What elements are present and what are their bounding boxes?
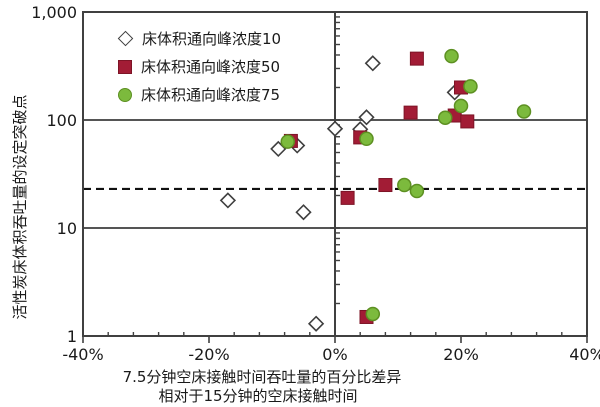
x-axis-title-line1: 7.5分钟空床接触时间吞吐量的百分比差异 [123,368,402,386]
data-point-diamond [295,204,312,221]
x-tick-neg20: -20% [188,345,229,364]
data-point-circle [516,104,532,119]
grid-layer [82,11,588,343]
legend-item-concentration-50: 床体积通向峰浓度50 [118,56,281,77]
data-point-circle [280,134,295,149]
x-tick-0: 0% [322,345,347,364]
filled-circle-marker-icon [118,87,132,102]
data-point-circle [444,48,459,64]
y-tick-1: 1 [67,327,77,346]
legend: 床体积通向峰浓度10 床体积通向峰浓度50 床体积通向峰浓度75 [117,28,282,105]
data-point-circle [463,79,478,94]
data-point-square [460,114,475,129]
legend-label: 床体积通向峰浓度75 [141,86,281,104]
y-tick-10: 10 [57,219,77,238]
data-points-layer [219,48,532,332]
y-tick-1000: 1,000 [31,3,77,22]
data-point-circle [365,306,381,322]
x-tick-40: 40% [569,345,600,364]
data-point-square [378,178,393,193]
y-axis-title: 活性炭床体积吞吐量的设定突破点 [11,94,29,319]
legend-label: 床体积通向峰浓度50 [141,58,281,76]
data-point-square [403,105,418,120]
legend-item-concentration-10: 床体积通向峰浓度10 [117,28,282,49]
x-tick-neg40: -40% [62,345,103,364]
data-point-circle [397,177,412,193]
data-point-diamond [219,192,237,209]
data-point-diamond [358,109,375,126]
data-point-square [340,190,355,205]
x-tick-20: 20% [443,345,479,364]
filled-square-marker-icon [118,59,132,74]
open-diamond-marker-icon [117,30,134,47]
data-point-circle [438,110,453,125]
data-point-diamond [307,315,325,332]
x-axis-title-line2: 相对于15分钟的空床接触时间 [158,387,357,405]
data-point-circle [359,131,374,147]
plot-frame [82,11,588,337]
data-point-diamond [364,55,381,72]
data-point-diamond [326,120,344,137]
data-point-circle [409,183,425,199]
legend-label: 床体积通向峰浓度10 [142,30,282,48]
data-point-circle [453,98,469,114]
data-point-square [409,51,424,66]
y-tick-100: 100 [46,111,77,130]
legend-item-concentration-75: 床体积通向峰浓度75 [118,84,281,105]
